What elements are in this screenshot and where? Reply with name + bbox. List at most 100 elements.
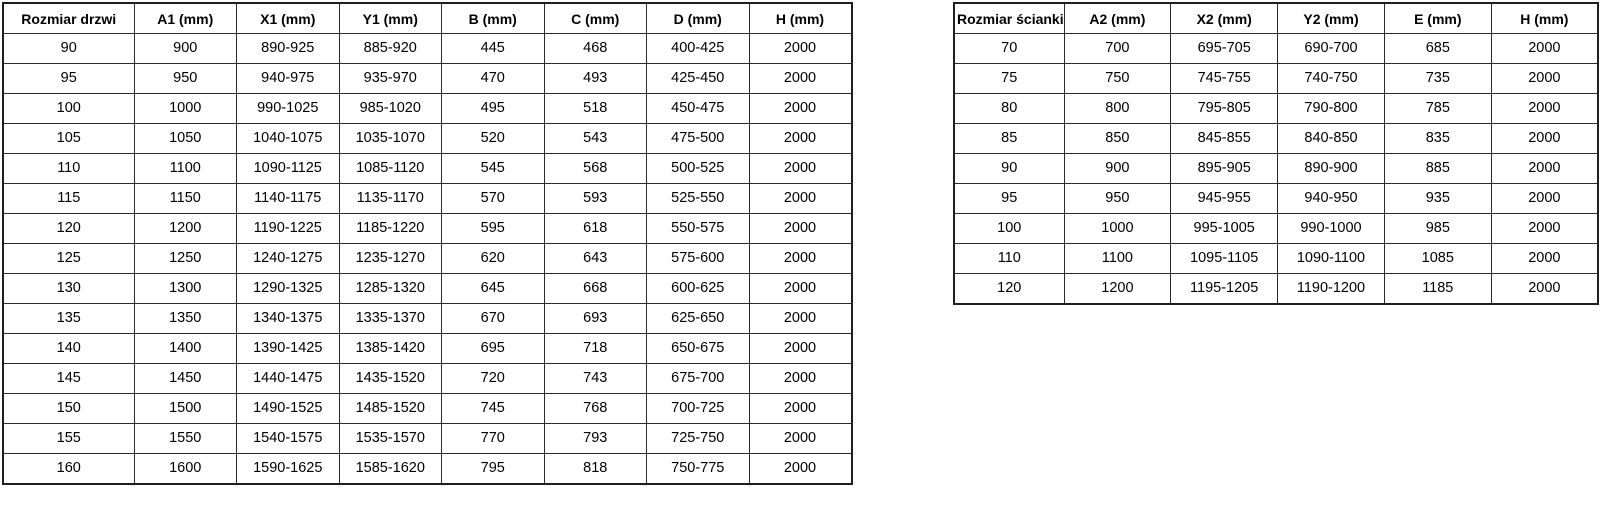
- table-cell: 790-800: [1277, 93, 1385, 124]
- table-cell: 990-1025: [236, 93, 340, 124]
- table-cell: 1185-1220: [338, 213, 442, 244]
- table-cell: 1190-1225: [236, 213, 340, 244]
- table-cell: 1340-1375: [236, 303, 340, 334]
- table-cell: 990-1000: [1277, 213, 1385, 244]
- table-cell: 495: [441, 93, 545, 124]
- table-cell: 835: [1383, 123, 1492, 154]
- table-cell: 600-625: [646, 273, 750, 304]
- table-cell: 470: [441, 63, 545, 94]
- column-header: H (mm): [1490, 2, 1599, 34]
- table-row: 95 950 940-975 935-970 470 493 425-450 2000: [2, 63, 852, 94]
- table-cell: 895-905: [1170, 153, 1279, 184]
- table-cell: 745-755: [1170, 63, 1279, 94]
- table-cell: 2000: [748, 183, 852, 214]
- table-cell: 818: [543, 453, 647, 485]
- table-cell: 100: [953, 213, 1065, 244]
- table-cell: 95: [2, 63, 135, 94]
- table-cell: 2000: [1490, 33, 1599, 64]
- table-cell: 1485-1520: [338, 393, 442, 424]
- table-cell: 110: [2, 153, 135, 184]
- table-cell: 885: [1383, 153, 1492, 184]
- table-cell: 2000: [1490, 63, 1599, 94]
- table-cell: 445: [441, 33, 545, 64]
- table-cell: 795: [441, 453, 545, 485]
- table-cell: 1135-1170: [338, 183, 442, 214]
- table-cell: 700-725: [646, 393, 750, 424]
- table-cell: 150: [2, 393, 135, 424]
- table-cell: 1085: [1383, 243, 1492, 274]
- table-cell: 725-750: [646, 423, 750, 454]
- table-cell: 1600: [133, 453, 237, 485]
- column-header: A1 (mm): [133, 2, 237, 34]
- table-cell: 568: [543, 153, 647, 184]
- table-cell: 740-750: [1277, 63, 1385, 94]
- table-cell: 695-705: [1170, 33, 1279, 64]
- table-cell: 1095-1105: [1170, 243, 1279, 274]
- column-header: B (mm): [441, 2, 545, 34]
- table-row: 105 1050 1040-1075 1035-1070 520 543 475-500 20…: [2, 123, 852, 154]
- table-cell: 2000: [748, 123, 852, 154]
- header-row: Rozmiar ścianki A2 (mm) X2 (mm) Y2 (mm) E (m…: [953, 2, 1599, 34]
- door-sizes-table: Rozmiar drzwi A1 (mm) X1 (mm) Y1 (mm) B (mm)…: [2, 2, 853, 485]
- wall-sizes-table: Rozmiar ścianki A2 (mm) X2 (mm) Y2 (mm) E (m…: [953, 2, 1599, 305]
- table-cell: 620: [441, 243, 545, 274]
- table-row: 85 850 845-855 840-850 835 2000: [953, 123, 1599, 154]
- table-cell: 550-575: [646, 213, 750, 244]
- table-cell: 1200: [133, 213, 237, 244]
- table-cell: 1090-1100: [1277, 243, 1385, 274]
- table-row: 145 1450 1440-1475 1435-1520 720 743 675-700 20…: [2, 363, 852, 394]
- table-cell: 1385-1420: [338, 333, 442, 364]
- table-cell: 840-850: [1277, 123, 1385, 154]
- table-cell: 618: [543, 213, 647, 244]
- table-cell: 1585-1620: [338, 453, 442, 485]
- table-cell: 425-450: [646, 63, 750, 94]
- table-cell: 1450: [133, 363, 237, 394]
- table-cell: 1085-1120: [338, 153, 442, 184]
- table-cell: 690-700: [1277, 33, 1385, 64]
- table-cell: 450-475: [646, 93, 750, 124]
- table-cell: 2000: [1490, 243, 1599, 274]
- table-cell: 1195-1205: [1170, 273, 1279, 305]
- table-cell: 845-855: [1170, 123, 1279, 154]
- table-cell: 2000: [1490, 273, 1599, 305]
- table-cell: 493: [543, 63, 647, 94]
- table-cell: 643: [543, 243, 647, 274]
- table-cell: 1235-1270: [338, 243, 442, 274]
- table-row: 90 900 890-925 885-920 445 468 400-425 2000: [2, 33, 852, 64]
- table-cell: 1350: [133, 303, 237, 334]
- table-cell: 693: [543, 303, 647, 334]
- table-cell: 2000: [748, 243, 852, 274]
- table-cell: 745: [441, 393, 545, 424]
- table-cell: 750-775: [646, 453, 750, 485]
- table-cell: 90: [953, 153, 1065, 184]
- table-cell: 785: [1383, 93, 1492, 124]
- table-cell: 1140-1175: [236, 183, 340, 214]
- table-cell: 1490-1525: [236, 393, 340, 424]
- table-cell: 1440-1475: [236, 363, 340, 394]
- table-cell: 890-925: [236, 33, 340, 64]
- table-cell: 645: [441, 273, 545, 304]
- table-cell: 2000: [748, 213, 852, 244]
- table-row: 110 1100 1095-1105 1090-1100 1085 2000: [953, 243, 1599, 274]
- table-row: 110 1100 1090-1125 1085-1120 545 568 500-525 20…: [2, 153, 852, 184]
- table-cell: 1100: [133, 153, 237, 184]
- table-cell: 800: [1063, 93, 1172, 124]
- table-cell: 2000: [748, 93, 852, 124]
- table-cell: 525-550: [646, 183, 750, 214]
- table-cell: 160: [2, 453, 135, 485]
- table-row: 140 1400 1390-1425 1385-1420 695 718 650-675 20…: [2, 333, 852, 364]
- table-cell: 543: [543, 123, 647, 154]
- column-header: Rozmiar drzwi: [2, 2, 135, 34]
- table-cell: 145: [2, 363, 135, 394]
- table-row: 70 700 695-705 690-700 685 2000: [953, 33, 1599, 64]
- table-cell: 120: [2, 213, 135, 244]
- header-row: Rozmiar drzwi A1 (mm) X1 (mm) Y1 (mm) B (mm)…: [2, 2, 852, 34]
- table-cell: 670: [441, 303, 545, 334]
- table-cell: 1090-1125: [236, 153, 340, 184]
- table-row: 75 750 745-755 740-750 735 2000: [953, 63, 1599, 94]
- table-cell: 743: [543, 363, 647, 394]
- table-row: 80 800 795-805 790-800 785 2000: [953, 93, 1599, 124]
- table-cell: 720: [441, 363, 545, 394]
- table-cell: 1550: [133, 423, 237, 454]
- table-cell: 1200: [1063, 273, 1172, 305]
